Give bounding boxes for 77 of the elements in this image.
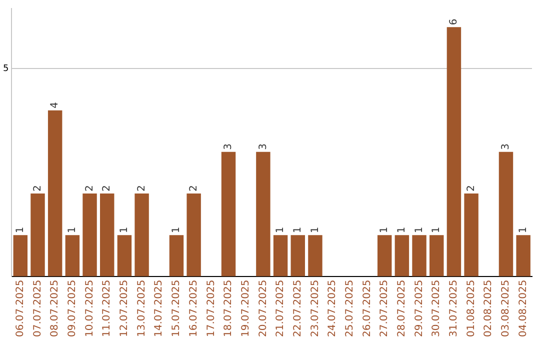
x-tick-label: 12.07.2025	[119, 280, 130, 338]
x-tick-label: 04.08.2025	[518, 280, 529, 338]
data-label: 4	[50, 102, 61, 108]
x-tick-label: 11.07.2025	[102, 280, 113, 338]
bar	[377, 235, 392, 276]
bar	[256, 152, 270, 276]
x-tick-label: 16.07.2025	[188, 280, 200, 338]
bar	[82, 194, 97, 276]
bar	[65, 235, 80, 276]
x-tick-label: 02.08.2025	[483, 280, 494, 338]
bar	[498, 152, 514, 276]
x-tick-label: 10.07.2025	[84, 280, 96, 338]
bar	[100, 194, 114, 276]
bar	[134, 194, 149, 276]
data-label: 1	[518, 226, 529, 234]
x-tick-label: 26.07.2025	[362, 280, 373, 338]
x-tick-label: 27.07.2025	[379, 280, 390, 338]
x-tick-label: 19.07.2025	[240, 280, 252, 338]
x-tick-label: 14.07.2025	[154, 280, 165, 338]
bar	[430, 235, 444, 276]
bar	[169, 235, 184, 276]
x-tick-label: 24.07.2025	[327, 280, 338, 338]
x-tick-label: 08.07.2025	[50, 280, 61, 338]
x-tick-label: 31.07.2025	[448, 280, 460, 338]
data-label: 1	[379, 226, 390, 234]
bar	[446, 27, 462, 276]
bar	[308, 235, 322, 276]
data-label: 1	[396, 226, 408, 234]
x-tick-label: 20.07.2025	[258, 280, 269, 338]
data-label: 2	[188, 185, 200, 192]
bar	[221, 152, 236, 276]
bar	[516, 235, 530, 276]
bar	[394, 235, 410, 276]
data-label: 2	[102, 185, 113, 192]
x-tick-label: 03.08.2025	[500, 280, 512, 338]
data-label: 1	[67, 226, 78, 234]
x-tick-label: 06.07.2025	[14, 280, 26, 338]
bar	[13, 235, 28, 276]
x-tick-label: 23.07.2025	[310, 280, 321, 338]
bar	[412, 235, 426, 276]
bar	[464, 194, 478, 276]
data-label: 1	[292, 226, 304, 234]
data-label: 2	[466, 185, 477, 192]
bar	[186, 194, 201, 276]
x-tick-label: 25.07.2025	[344, 280, 356, 338]
x-tick-label: 28.07.2025	[396, 280, 408, 338]
y-tick-label: 5	[2, 64, 9, 74]
data-label: 1	[414, 226, 425, 234]
x-tick-label: 13.07.2025	[136, 280, 148, 338]
data-label: 2	[136, 185, 148, 192]
data-label: 6	[448, 18, 460, 26]
x-tick-label: 09.07.2025	[67, 280, 78, 338]
bar	[290, 235, 305, 276]
data-label: 1	[310, 226, 321, 234]
data-label: 1	[14, 226, 26, 234]
x-tick-label: 15.07.2025	[171, 280, 182, 338]
x-tick-label: 22.07.2025	[292, 280, 304, 338]
data-label: 3	[500, 144, 512, 150]
bar	[48, 110, 62, 276]
data-label: 1	[171, 226, 182, 234]
x-tick-label: 01.08.2025	[466, 280, 477, 338]
data-label: 3	[258, 144, 269, 150]
data-label: 1	[119, 226, 130, 234]
data-label: 1	[431, 226, 442, 234]
data-label: 3	[223, 144, 234, 150]
bar	[273, 235, 288, 276]
x-tick-label: 21.07.2025	[275, 280, 286, 338]
data-label: 2	[84, 185, 96, 192]
x-tick-label: 29.07.2025	[414, 280, 425, 338]
x-tick-label: 30.07.2025	[431, 280, 442, 338]
x-tick-label: 07.07.2025	[32, 280, 44, 338]
x-tick-label: 18.07.2025	[223, 280, 234, 338]
bar	[30, 194, 45, 276]
x-tick-label: 17.07.2025	[206, 280, 217, 338]
bar	[117, 235, 132, 276]
data-label: 1	[275, 226, 286, 234]
data-label: 2	[32, 185, 44, 192]
